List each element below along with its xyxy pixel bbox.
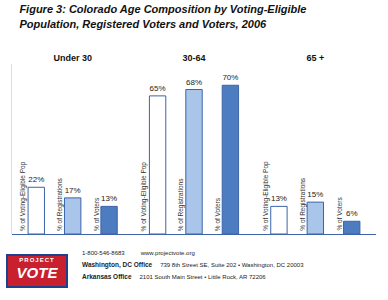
html-text:Washington, DC Office: Washington, DC Office — [82, 261, 153, 268]
html-text:VOTE: VOTE — [16, 264, 58, 281]
svg-text:13%: 13% — [271, 194, 287, 203]
svg-text:65 +: 65 + — [306, 53, 324, 63]
svg-text:Under 30: Under 30 — [53, 53, 92, 63]
html-text:Arkansas Office: Arkansas Office — [82, 273, 132, 280]
svg-text:22%: 22% — [28, 175, 44, 184]
html-text:PROJECT: PROJECT — [19, 257, 55, 263]
svg-text:65%: 65% — [150, 84, 166, 93]
html-text:www.projectvote.org: www.projectvote.org — [140, 250, 195, 256]
svg-text:% of Registrations: % of Registrations — [299, 177, 307, 230]
svg-text:68%: 68% — [186, 78, 202, 87]
svg-text:% of Voting-Eligible Pop: % of Voting-Eligible Pop — [262, 161, 270, 231]
svg-text:% of Registrations: % of Registrations — [177, 178, 185, 231]
svg-text:30-64: 30-64 — [182, 53, 205, 63]
svg-text:13%: 13% — [101, 194, 117, 203]
svg-text:% of Voters: % of Voters — [214, 197, 221, 231]
svg-text:Figure 3: Colorado Age Composi: Figure 3: Colorado Age Composition by Vo… — [19, 3, 306, 29]
svg-text:% of Voters: % of Voters — [93, 197, 100, 231]
svg-text:% of Voting-Eligible Pop: % of Voting-Eligible Pop — [19, 161, 27, 231]
html-text:1-800-546-8683: 1-800-546-8683 — [82, 250, 125, 256]
svg-text:6%: 6% — [346, 209, 358, 218]
svg-text:15%: 15% — [307, 190, 323, 199]
svg-text:70%: 70% — [222, 73, 238, 82]
svg-text:% of Voters: % of Voters — [336, 197, 343, 231]
svg-text:% of Voting-Eligible Pop: % of Voting-Eligible Pop — [140, 162, 148, 232]
svg-text:17%: 17% — [65, 186, 81, 195]
svg-text:% of Registrations: % of Registrations — [56, 177, 64, 230]
html-text:2101 South Main Street • Littl: 2101 South Main Street • Little Rock, AR… — [139, 274, 266, 280]
html-text:739 8th Street SE, Suite 202 •: 739 8th Street SE, Suite 202 • Washingto… — [160, 262, 304, 268]
